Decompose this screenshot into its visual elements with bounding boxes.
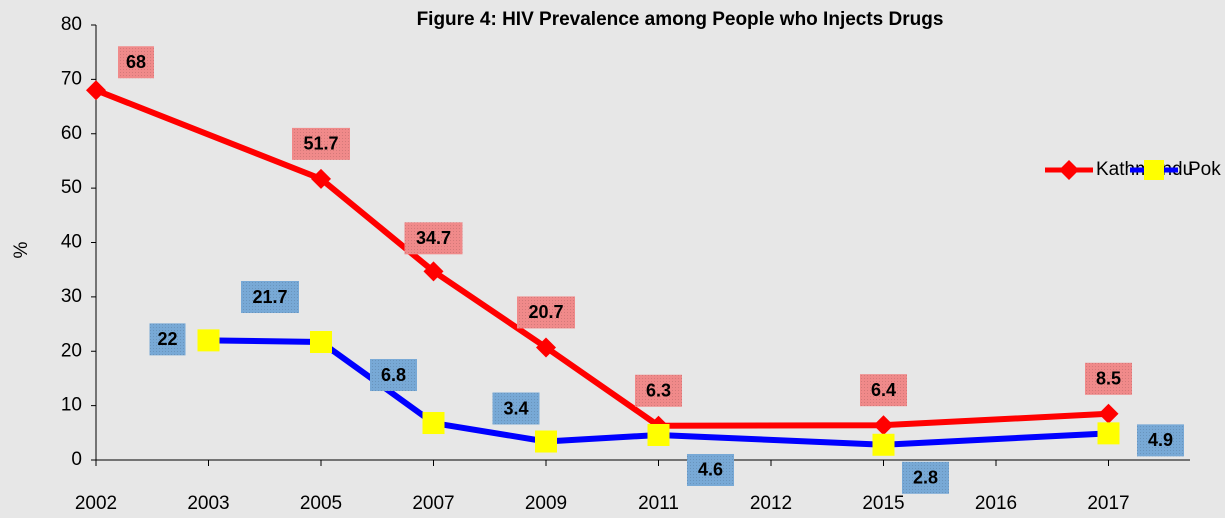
chart-title: Figure 4: HIV Prevalence among People wh… [417,9,944,30]
data-label-text: 6.4 [871,380,896,400]
data-label-text: 6.8 [381,365,406,385]
y-tick-label: 40 [61,232,82,253]
data-label-hatch [860,374,907,407]
data-label-text: 8.5 [1096,369,1121,389]
data-label-text: 51.7 [303,134,338,154]
legend-marker [1144,160,1164,180]
marker [423,261,444,282]
x-tick-label: 2005 [300,493,342,514]
data-label-hatch [370,359,417,392]
data-label: 22 [149,323,186,356]
data-label: 34.7 [404,222,463,255]
y-tick-label: 30 [61,286,82,307]
marker [422,412,445,435]
data-label-text: 22 [157,329,177,349]
data-label: 4.9 [1137,424,1184,457]
marker [86,80,106,101]
data-label-hatch [404,222,463,255]
marker [536,337,556,358]
x-tick-label: 2012 [750,493,792,514]
data-label-text: 34.7 [416,228,451,248]
data-label: 21.7 [241,281,299,314]
x-tick-label: 2003 [187,493,229,514]
data-label-hatch [1137,424,1184,457]
data-label-hatch [292,127,350,160]
y-tick-label: 50 [61,177,82,198]
data-label-hatch [1085,362,1132,395]
data-label: 20.7 [517,296,575,329]
y-tick-label: 20 [61,340,82,361]
marker [647,423,670,446]
marker [197,329,220,352]
data-label-hatch [118,46,154,79]
marker [311,168,331,189]
data-label: 4.6 [687,453,734,486]
x-tick-label: 2002 [75,493,117,514]
marker [535,430,557,453]
data-label: 8.5 [1085,362,1132,395]
x-tick-label: 2009 [525,493,567,514]
y-tick-label: 0 [71,449,82,470]
y-tick-label: 10 [61,395,82,416]
data-label-text: 68 [126,52,146,72]
marker [872,433,895,456]
marker [1098,403,1119,424]
data-label-hatch [149,323,186,356]
x-tick-label: 2016 [975,493,1017,514]
data-label-text: 4.9 [1148,430,1173,450]
data-label-text: 20.7 [528,302,563,322]
data-label-hatch [241,281,299,314]
data-label: 51.7 [292,127,350,160]
data-label: 6.8 [370,359,417,392]
data-label-text: 6.3 [646,380,671,400]
data-label: 68 [118,46,154,79]
data-label: 6.4 [860,374,907,407]
x-tick-label: 2017 [1087,493,1129,514]
y-axis-label: % [11,241,32,258]
data-label: 3.4 [492,392,540,425]
data-label-text: 2.8 [913,468,938,488]
data-label-hatch [517,296,575,329]
data-label-hatch [687,453,734,486]
y-tick-label: 60 [61,123,82,144]
data-label-hatch [902,461,949,494]
data-label: 6.3 [635,374,682,407]
line [94,87,1109,429]
marker [873,415,894,436]
y-tick-label: 70 [61,68,82,89]
legend-label: Pok [1188,159,1221,180]
marker [1097,422,1120,445]
x-tick-label: 2011 [638,493,679,514]
x-tick-label: 2007 [412,493,454,514]
y-tick-label: 80 [61,14,82,35]
data-label: 2.8 [902,461,949,494]
data-label-hatch [492,392,540,425]
marker [310,331,332,354]
data-label-text: 21.7 [252,287,287,307]
data-label-hatch [635,374,682,407]
data-label-text: 3.4 [503,398,528,418]
x-tick-label: 2015 [862,493,904,514]
data-label-text: 4.6 [698,460,723,480]
legend-marker [1059,160,1079,180]
